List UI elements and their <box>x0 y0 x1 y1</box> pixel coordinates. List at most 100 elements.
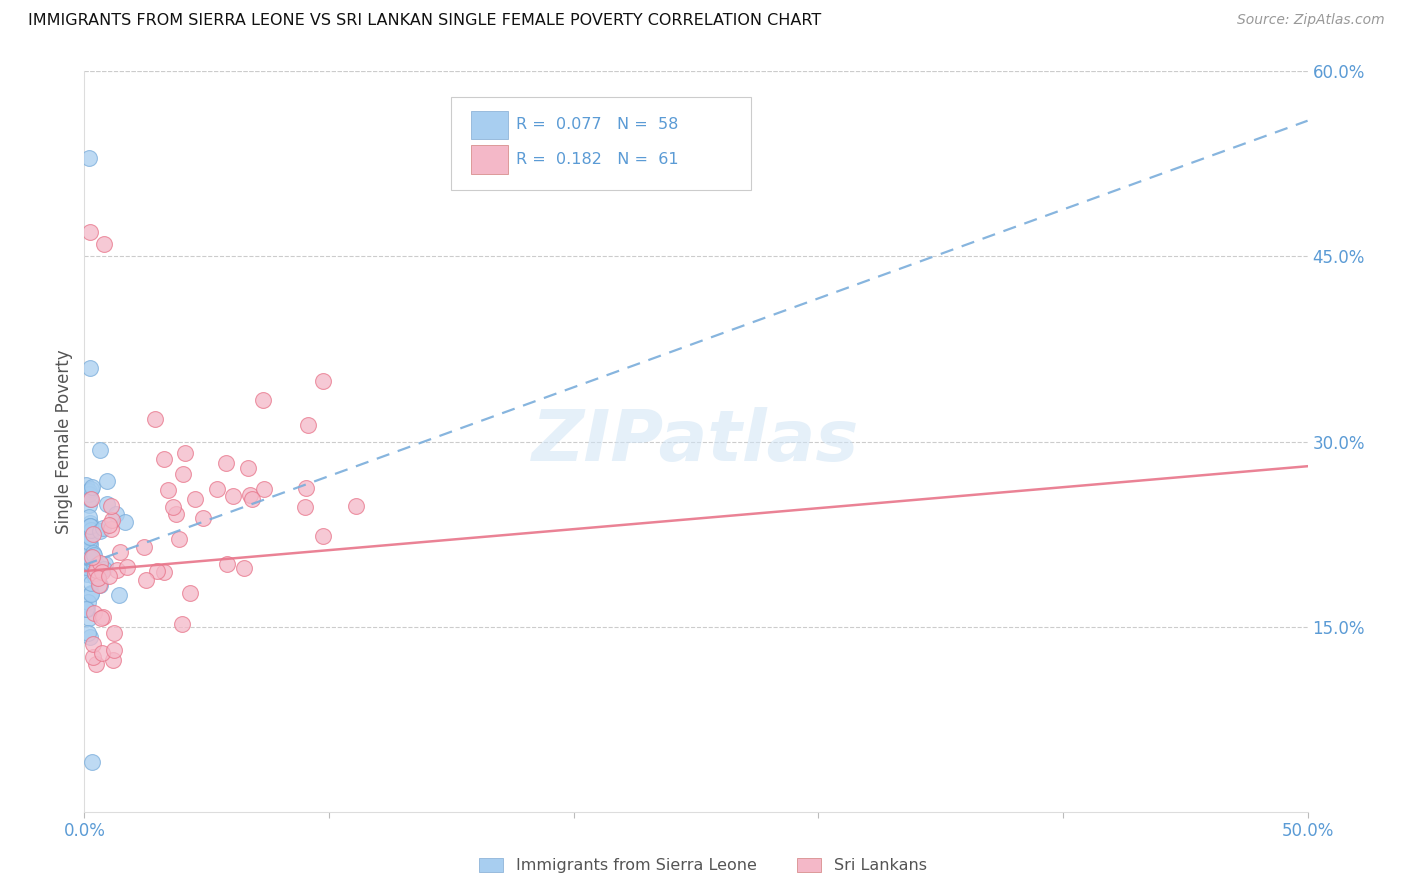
Point <box>77 151 100 165</box>
Point <box>77 611 100 625</box>
Point <box>80 756 103 770</box>
Point <box>77 562 100 576</box>
Point <box>89 577 111 591</box>
Point <box>80 559 103 574</box>
Point <box>252 393 274 408</box>
Point <box>77 483 100 498</box>
Point <box>80 585 103 599</box>
Point <box>135 573 157 587</box>
Point <box>108 544 131 558</box>
Point <box>80 587 103 601</box>
Point <box>83 606 105 620</box>
Point <box>83 548 105 562</box>
Point <box>152 565 174 579</box>
Point <box>100 500 122 514</box>
Point <box>100 513 122 527</box>
Point <box>96 497 118 511</box>
Point <box>105 563 128 577</box>
Text: R =  0.077   N =  58: R = 0.077 N = 58 <box>516 117 679 132</box>
Point <box>179 585 201 599</box>
Point <box>77 626 100 640</box>
Point <box>236 461 259 475</box>
Point <box>79 564 101 578</box>
Point <box>157 483 180 498</box>
Point <box>253 482 276 496</box>
Point <box>77 510 100 524</box>
Point <box>80 576 103 591</box>
Point <box>86 563 108 577</box>
Point <box>90 646 112 660</box>
Point <box>89 556 111 570</box>
FancyBboxPatch shape <box>471 111 508 139</box>
Point <box>79 530 101 544</box>
Point <box>115 559 138 574</box>
Point <box>79 360 101 375</box>
Point <box>82 650 104 665</box>
Point <box>184 492 207 507</box>
Point <box>76 546 98 560</box>
Point <box>80 552 103 566</box>
Point <box>79 516 101 530</box>
Point <box>83 558 105 572</box>
Point <box>80 482 103 496</box>
Point <box>76 554 98 568</box>
Point <box>103 626 125 640</box>
Point <box>84 570 107 584</box>
Point <box>79 630 101 644</box>
Point <box>82 546 104 560</box>
Point <box>82 637 104 651</box>
Point <box>93 562 115 576</box>
Point <box>79 518 101 533</box>
Point <box>239 488 262 502</box>
Point <box>312 529 335 543</box>
Point <box>100 522 122 536</box>
Point <box>311 374 333 388</box>
Point <box>93 237 115 252</box>
Point <box>294 500 316 515</box>
Point <box>80 550 103 565</box>
Point <box>222 489 245 503</box>
Point <box>167 532 190 546</box>
Point <box>79 557 101 571</box>
Point <box>79 225 101 239</box>
Point <box>146 564 169 578</box>
Point <box>91 566 114 580</box>
Point <box>170 617 193 632</box>
Point <box>215 456 238 470</box>
Point <box>295 481 318 495</box>
Point <box>82 480 104 494</box>
Point <box>101 653 124 667</box>
Point <box>90 611 112 625</box>
Point <box>143 412 166 426</box>
Text: ZIPatlas: ZIPatlas <box>533 407 859 476</box>
Point <box>79 537 101 551</box>
Point <box>93 521 115 535</box>
Point <box>205 482 228 496</box>
Point <box>217 557 239 571</box>
Text: R =  0.182   N =  61: R = 0.182 N = 61 <box>516 152 679 167</box>
Point <box>98 517 121 532</box>
Point <box>172 467 194 482</box>
Point <box>108 588 131 602</box>
Point <box>77 594 100 608</box>
Point <box>91 609 114 624</box>
Point <box>75 602 97 616</box>
Point <box>96 474 118 488</box>
Point <box>79 492 101 507</box>
Point <box>103 643 125 657</box>
Point <box>76 522 98 536</box>
Point <box>105 508 128 522</box>
Point <box>77 498 100 512</box>
Point <box>76 566 98 581</box>
Point <box>297 417 319 432</box>
Point <box>173 446 195 460</box>
Point <box>84 657 107 671</box>
Point <box>77 554 100 568</box>
Point <box>132 540 155 554</box>
Point <box>97 569 120 583</box>
Point <box>344 499 367 513</box>
Text: Source: ZipAtlas.com: Source: ZipAtlas.com <box>1237 13 1385 28</box>
Point <box>162 500 184 515</box>
Point <box>75 560 97 574</box>
Text: IMMIGRANTS FROM SIERRA LEONE VS SRI LANKAN SINGLE FEMALE POVERTY CORRELATION CHA: IMMIGRANTS FROM SIERRA LEONE VS SRI LANK… <box>28 13 821 29</box>
